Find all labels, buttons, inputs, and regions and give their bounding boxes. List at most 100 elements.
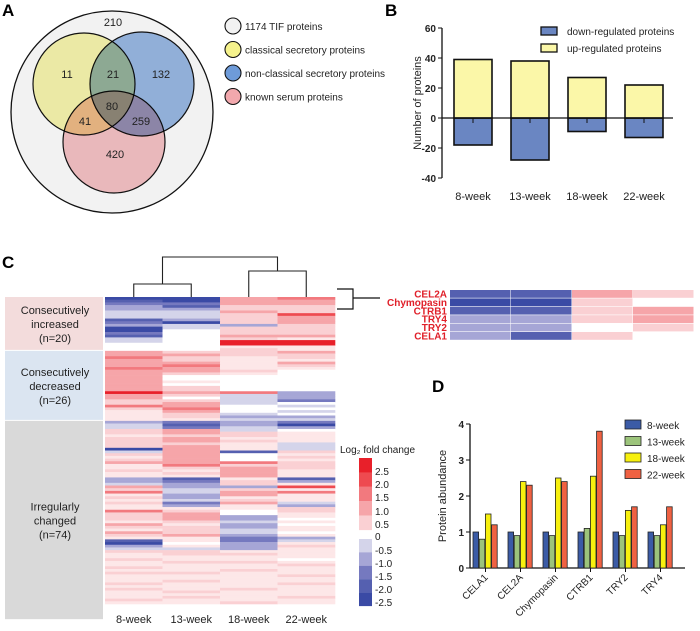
y-axis-label: Protein abundance <box>437 450 449 542</box>
heatmap-cell <box>162 536 221 540</box>
heatmap-cell <box>105 577 163 581</box>
heatmap-cell <box>105 356 163 360</box>
heatmap-cell <box>277 434 336 438</box>
heatmap-cell <box>162 461 221 465</box>
colorbar-bin <box>359 539 372 553</box>
y-tick-label: 2 <box>458 492 464 503</box>
heatmap-cell <box>162 388 221 392</box>
heatmap-cell <box>105 474 163 478</box>
heatmap-cell <box>277 388 336 392</box>
heatmap-cell <box>162 482 221 486</box>
heatmap-cell <box>277 299 336 303</box>
heatmap-cell <box>162 439 221 443</box>
colorbar-bin <box>359 458 372 473</box>
heatmap-cell <box>220 574 278 578</box>
heatmap-cell <box>277 536 336 540</box>
heatmap-cell <box>105 426 163 430</box>
heatmap-cell <box>277 601 336 605</box>
heatmap-cell <box>277 501 336 505</box>
heatmap-cell <box>105 310 163 314</box>
heatmap-cell <box>511 323 572 332</box>
heatmap-cell <box>277 445 336 449</box>
heatmap-cell <box>105 321 163 325</box>
heatmap-cell <box>220 447 278 451</box>
heatmap-cell <box>277 407 336 411</box>
heatmap-cell <box>162 480 221 484</box>
heatmap-cell <box>105 488 163 492</box>
heatmap-cell <box>277 364 336 368</box>
heatmap-cell <box>105 415 163 419</box>
heatmap-cell <box>105 434 163 438</box>
heatmap-cell <box>105 598 163 602</box>
heatmap-cell <box>105 525 163 529</box>
heatmap-cell <box>220 431 278 435</box>
heatmap-cell <box>277 539 336 543</box>
column-label: 8-week <box>116 614 152 626</box>
group-label: Irregularly <box>31 502 80 514</box>
heatmap-cell <box>220 450 278 454</box>
heatmap-cell <box>277 507 336 511</box>
heatmap-cell <box>162 431 221 435</box>
heatmap-cell <box>220 515 278 519</box>
gene-label: TRY4 <box>422 315 448 326</box>
heatmap-cell <box>105 560 163 564</box>
heatmap-cell <box>220 326 278 330</box>
heatmap-cell <box>277 369 336 373</box>
heatmap-cell <box>162 539 221 543</box>
group-box <box>5 350 103 420</box>
group-box <box>5 420 103 620</box>
bar-8-week <box>612 531 619 569</box>
panel-label-d: D <box>432 377 444 396</box>
heatmap-cell <box>220 536 278 540</box>
heatmap-cell <box>220 485 278 489</box>
heatmap-cell <box>511 306 572 315</box>
colorbar-bin <box>359 579 372 593</box>
heatmap-cell <box>162 568 221 572</box>
legend-label: 1174 TIF proteins <box>245 22 322 33</box>
heatmap-cell <box>105 542 163 546</box>
heatmap-cell <box>162 477 221 481</box>
heatmap-cell <box>277 399 336 403</box>
panel-label-b: B <box>385 1 397 20</box>
heatmap-cell <box>220 340 278 344</box>
heatmap-cell <box>220 474 278 478</box>
heatmap-cell <box>105 431 163 435</box>
heatmap-cell <box>220 375 278 379</box>
heatmap-cell <box>105 579 163 583</box>
colorbar-tick-label: 0.5 <box>375 520 389 531</box>
heatmap-cell <box>105 364 163 368</box>
heatmap-cell <box>220 582 278 586</box>
heatmap-cell <box>220 345 278 349</box>
heatmap-cell <box>105 477 163 481</box>
heatmap-cell <box>162 485 221 489</box>
heatmap-cell <box>220 332 278 336</box>
heatmap-cell <box>572 332 633 340</box>
heatmap-cell <box>105 332 163 336</box>
bar-8-week <box>647 531 654 569</box>
bar-down-regulated <box>510 117 550 161</box>
heatmap-cell <box>162 547 221 551</box>
colorbar-bin <box>359 501 372 516</box>
heatmap-cell <box>277 490 336 494</box>
heatmap-cell <box>162 334 221 338</box>
heatmap-cell <box>105 450 163 454</box>
colorbar-tick-label: -1.5 <box>375 572 393 583</box>
heatmap-cell <box>162 523 221 527</box>
heatmap-cell <box>220 507 278 511</box>
heatmap-cell <box>105 420 163 424</box>
heatmap-cell <box>277 528 336 532</box>
heatmap-cell <box>162 558 221 562</box>
heatmap-cell <box>220 367 278 371</box>
bar-22-week <box>561 481 568 569</box>
heatmap-cell <box>277 404 336 408</box>
heatmap-cell <box>162 323 221 327</box>
colorbar-title: Log₂ fold change <box>340 445 415 456</box>
heatmap-cell <box>162 571 221 575</box>
heatmap-cell <box>162 404 221 408</box>
panel-label-c: C <box>2 253 14 272</box>
heatmap-cell <box>220 402 278 406</box>
heatmap-cell <box>162 350 221 354</box>
heatmap-cell <box>277 442 336 446</box>
heatmap-cell <box>277 568 336 572</box>
heatmap-cell <box>277 455 336 459</box>
